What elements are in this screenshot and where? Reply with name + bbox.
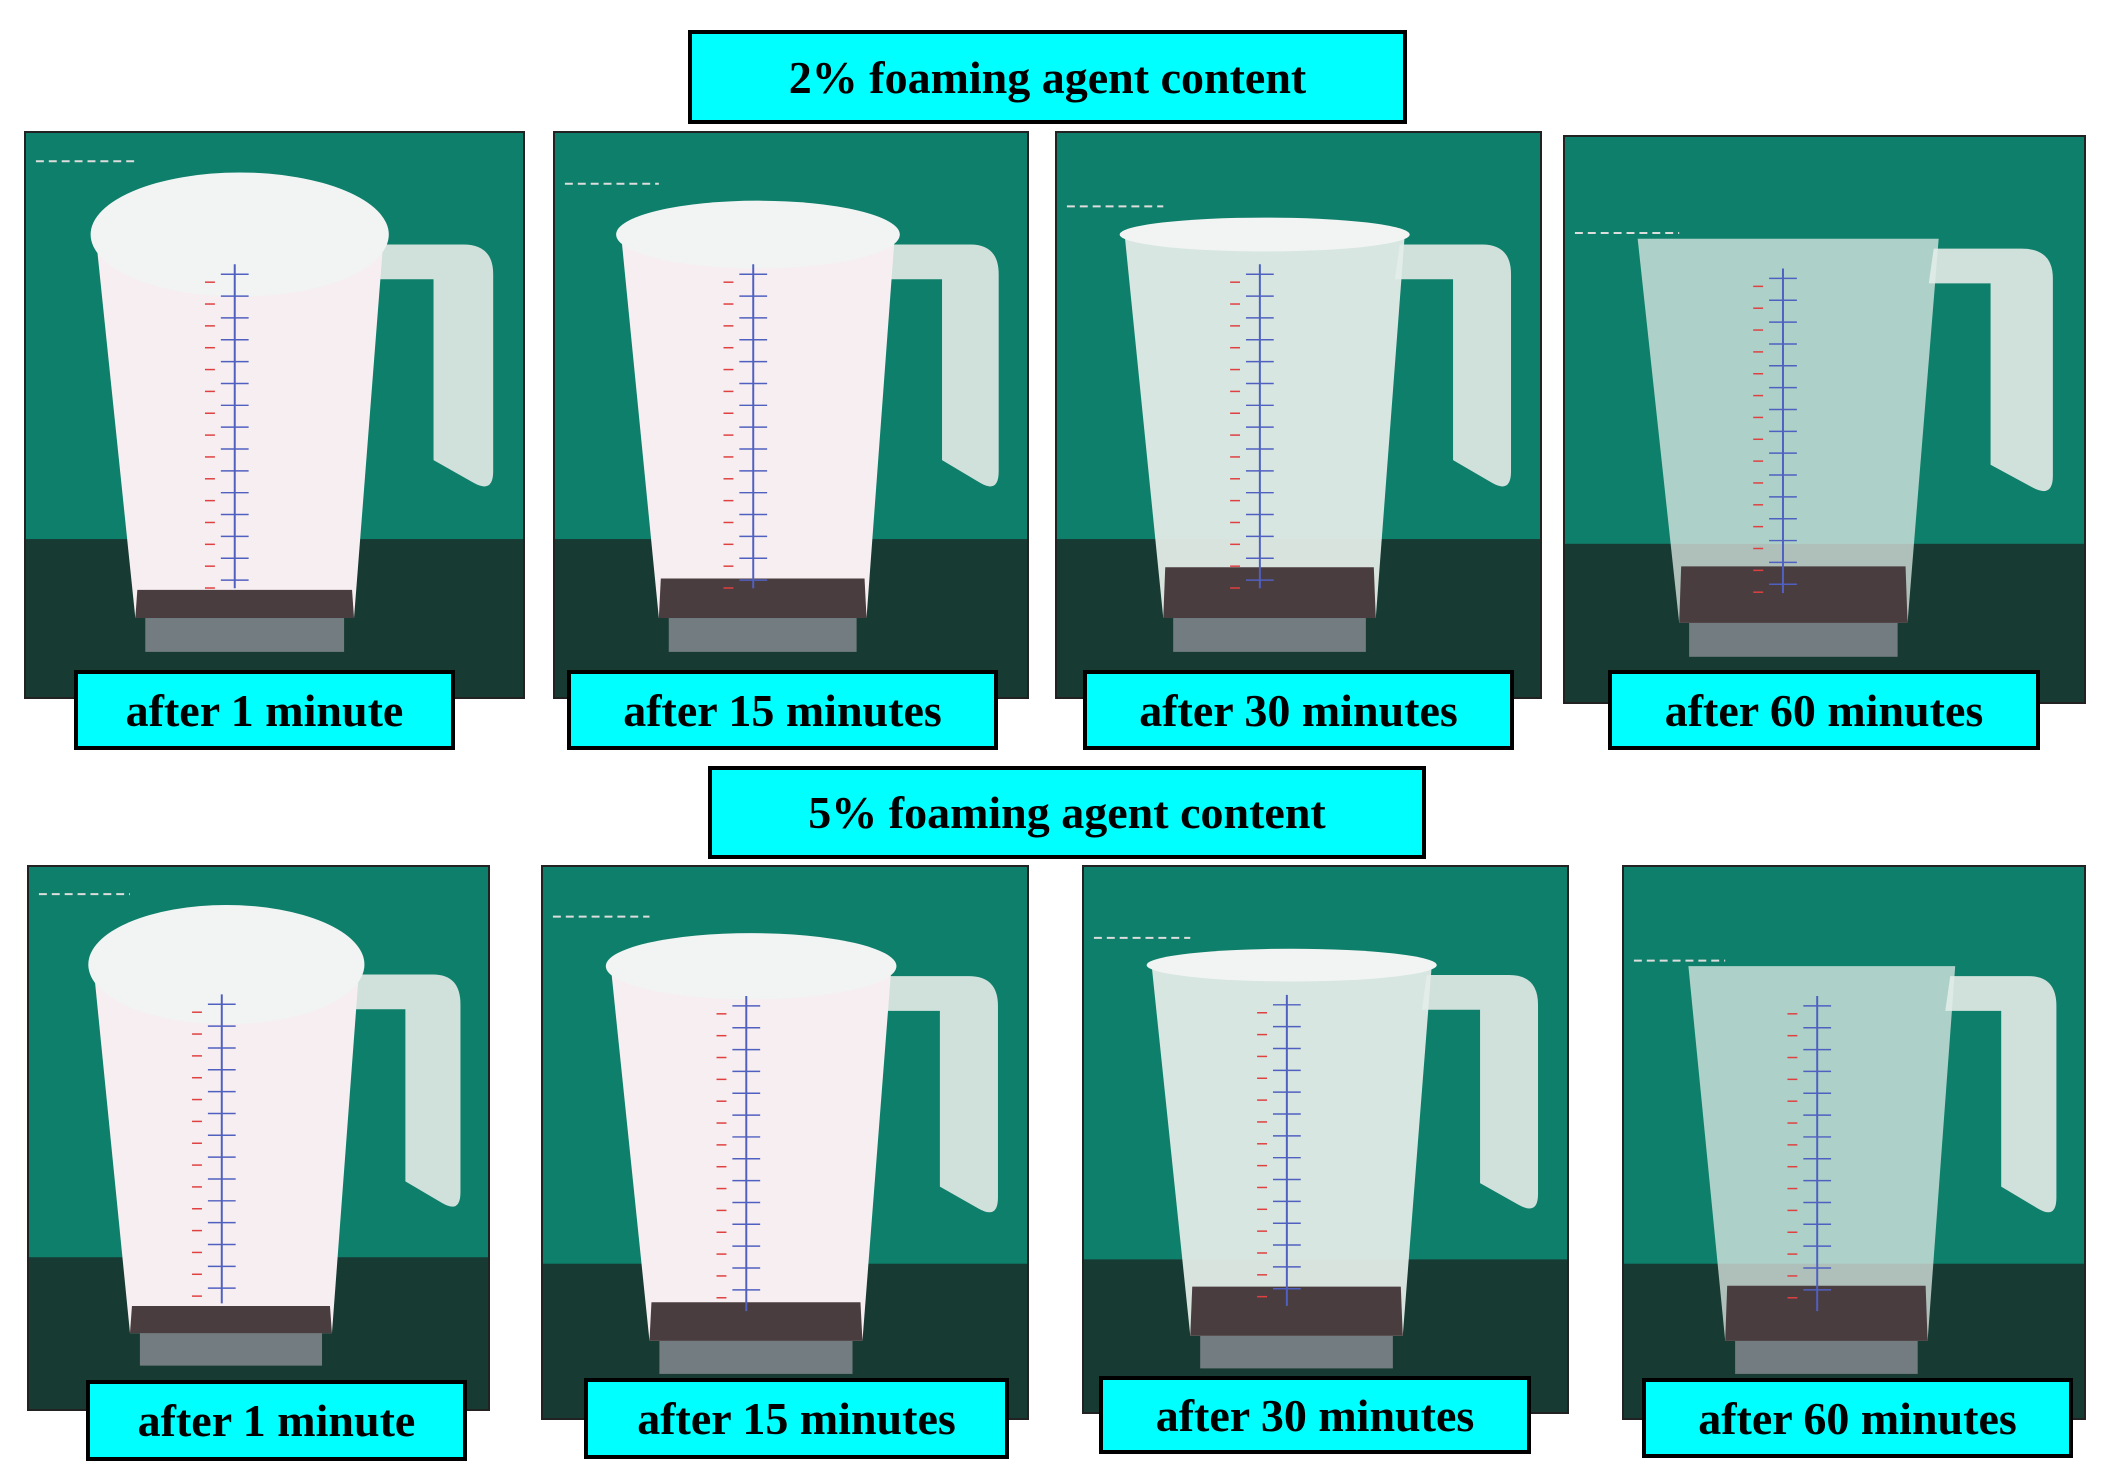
sediment (1725, 1285, 1928, 1341)
jug-body (1688, 966, 1956, 1341)
photo (1563, 135, 2086, 704)
photo (553, 131, 1029, 699)
photo (1082, 865, 1569, 1414)
jug-handle (884, 244, 999, 487)
jug-body (93, 964, 360, 1334)
photo-drawing (26, 133, 523, 697)
group-title: 2% foaming agent content (688, 30, 1407, 124)
jug-base (1200, 1335, 1393, 1369)
jug-base (1735, 1340, 1918, 1374)
photo-drawing (1565, 137, 2084, 702)
panel-label: after 30 minutes (1099, 1376, 1531, 1454)
photo (1055, 131, 1542, 699)
panel-label: after 1 minute (86, 1380, 467, 1461)
jug-handle (1928, 248, 2053, 492)
photo-drawing (29, 867, 488, 1409)
jug-base (1689, 622, 1898, 657)
panel-label: after 60 minutes (1642, 1378, 2073, 1458)
jug-body (1151, 965, 1432, 1336)
jug-handle (349, 974, 461, 1207)
sediment (129, 1306, 332, 1334)
foam (1119, 217, 1410, 252)
jug-base (659, 1340, 853, 1374)
foam (1146, 948, 1437, 982)
jug-base (668, 618, 857, 652)
photo-drawing (1084, 867, 1567, 1412)
jug-body (621, 234, 895, 619)
jug-base (1173, 618, 1366, 652)
panel-label: after 1 minute (74, 670, 455, 750)
photo-drawing (1624, 867, 2084, 1418)
jug-handle (1945, 976, 2057, 1213)
sediment (649, 1302, 863, 1341)
sediment (135, 589, 355, 619)
photo (1622, 865, 2086, 1420)
jug-body (610, 966, 892, 1341)
jug-handle (1394, 244, 1512, 487)
jug-handle (373, 244, 494, 487)
sediment (1679, 566, 1908, 623)
photo (541, 865, 1029, 1420)
photo-drawing (1057, 133, 1540, 697)
photo (27, 865, 490, 1411)
panel-label: after 15 minutes (584, 1378, 1009, 1459)
group-title: 5% foaming agent content (708, 766, 1426, 859)
jug-body (95, 234, 384, 619)
panel-label: after 15 minutes (567, 670, 998, 750)
panel-label: after 30 minutes (1083, 670, 1514, 750)
foam (616, 200, 900, 269)
foam (605, 933, 897, 1000)
foam (90, 172, 389, 297)
jug-handle (1421, 975, 1539, 1209)
panel-label: after 60 minutes (1608, 670, 2040, 750)
sediment (1190, 1286, 1403, 1336)
photo (24, 131, 525, 699)
photo-drawing (555, 133, 1027, 697)
jug-handle (881, 976, 998, 1213)
foam (88, 904, 365, 1025)
photo-drawing (543, 867, 1027, 1418)
jug-body (1124, 234, 1405, 619)
jug-base (145, 618, 345, 652)
jug-base (139, 1333, 323, 1366)
sediment (1163, 567, 1376, 619)
sediment (658, 578, 867, 619)
